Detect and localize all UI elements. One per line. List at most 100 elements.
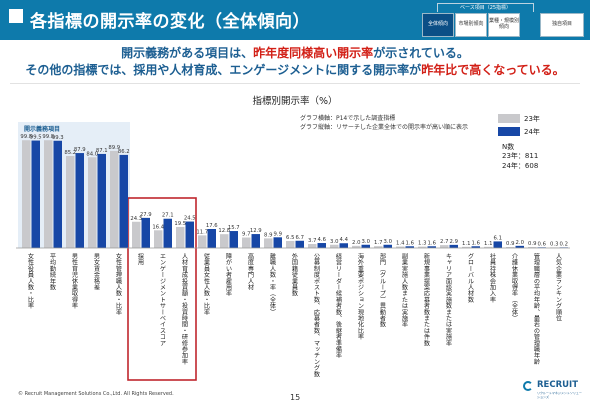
breadcrumb-item-original[interactable]: 独自項目 (540, 13, 584, 37)
bar-24 (207, 228, 216, 248)
bar-24 (97, 153, 106, 248)
legend-item-23: 23年 (498, 112, 540, 125)
bar-23 (506, 247, 515, 248)
data-label: 4.4 (340, 237, 349, 243)
breadcrumb-item-industry[interactable]: 業種・規模別傾向 (488, 13, 520, 37)
data-label: 85.2 (64, 150, 76, 156)
legend-label-23: 23年 (524, 114, 540, 123)
category-label: 介護休業取得率（全体） (511, 253, 518, 321)
category-label: 平均勤続年数 (49, 253, 56, 291)
lead-text: その他の指標では、 (25, 63, 134, 77)
data-label: 1.3 (418, 241, 426, 247)
bar-24 (515, 245, 524, 248)
data-label: 99.8 (20, 134, 32, 140)
lead-line-1: 開示義務がある項目は、昨年度同様高い開示率が示されている。 (0, 44, 590, 61)
category-label: 人気企業ランキング順位 (555, 253, 562, 321)
bar-23 (286, 240, 295, 248)
sample-size-23: 23年：811 (502, 152, 539, 161)
bar-24 (119, 154, 128, 248)
sample-size: N数 23年：811 24年：608 (502, 143, 538, 171)
chart-legend: 23年 24年 (498, 112, 540, 138)
category-label: エンゲージメントサーベイスコア (159, 253, 166, 346)
category-label: キャリア面談実施数または実施率 (445, 253, 452, 347)
category-label: 男女賃金格差 (93, 253, 100, 290)
lead-text-bold: 採用や人材育成、エンゲージメントに関する開示率 (133, 63, 410, 77)
data-label: 0.9 (506, 241, 514, 247)
data-label: 99.5 (30, 135, 42, 141)
legend-swatch-23 (498, 114, 520, 123)
category-label: 女性役員人数・比率 (27, 252, 34, 310)
category-label: 副業実施人数または実施率 (401, 252, 408, 328)
data-label: 89.9 (108, 145, 120, 151)
lead-emphasis: 昨年比で高くなっている。 (421, 63, 565, 77)
bar-23 (176, 226, 185, 248)
bar-24 (383, 244, 392, 248)
data-label: 1.6 (406, 240, 415, 246)
data-label: 1.6 (428, 240, 437, 246)
category-label: 女性管理職人数・比率 (115, 252, 122, 316)
data-label: 84.0 (86, 151, 98, 157)
logo-subtitle: リクルートマネジメントソリューションズ (537, 391, 582, 399)
page-number: 15 (290, 393, 301, 402)
data-label: 19.5 (174, 221, 186, 227)
bar-23 (374, 246, 383, 248)
bar-24 (449, 244, 458, 248)
data-label: 27.9 (140, 212, 152, 218)
bar-24 (273, 237, 282, 248)
breadcrumb-item-overall[interactable]: 全体傾向 (422, 13, 454, 37)
bar-23 (484, 246, 493, 248)
data-label: 0.3 (550, 241, 558, 247)
data-label: 12.8 (218, 228, 230, 234)
mandatory-group-label: 開示義務項目 (24, 125, 60, 133)
bar-24 (229, 231, 238, 248)
category-label: 人材育成投資額・投資時間・研修参加率 (181, 253, 188, 366)
bar-23 (264, 238, 273, 248)
data-label: 3.7 (308, 238, 316, 244)
data-label: 2.0 (516, 240, 525, 246)
data-label: 1.6 (472, 240, 481, 246)
data-label: 1.7 (374, 240, 382, 246)
data-label: 0.2 (560, 241, 568, 247)
breadcrumb-parent: ベース項目（25指標） (437, 3, 534, 12)
copyright: © Recruit Management Solutions Co.,Ltd. … (18, 391, 174, 397)
divider (10, 83, 580, 84)
bar-24 (339, 243, 348, 248)
recruit-logo: RECRUIT リクルートマネジメントソリューションズ (522, 377, 584, 401)
chart-title: 指標別開示率（%） (252, 96, 338, 107)
breadcrumb-item-market[interactable]: 市場別傾向 (455, 13, 487, 37)
lead-text: 開示義務がある項目は、 (121, 46, 254, 60)
bar-23 (44, 140, 53, 248)
data-label: 9.9 (274, 231, 282, 237)
bar-23 (396, 246, 405, 248)
data-label: 17.6 (206, 223, 218, 229)
category-label: 海外重要ポジション現地化比率 (357, 252, 364, 341)
bar-23 (88, 157, 97, 248)
lead-text: が (409, 63, 422, 77)
bar-24 (471, 246, 480, 248)
data-label: 99.8 (42, 134, 54, 140)
data-label: 99.3 (52, 135, 64, 141)
chart-note-y: グラフ縦軸：リサーチした企業全体での開示率が高い順に表示 (300, 124, 469, 131)
data-label: 8.9 (264, 232, 272, 238)
bar-23 (220, 234, 229, 248)
header-bar: 各指標の開示率の変化（全体傾向） ベース項目（25指標） 全体傾向 市場別傾向 … (0, 0, 590, 40)
data-label: 0.6 (538, 241, 547, 247)
sample-size-24: 24年：608 (502, 161, 539, 170)
data-label: 3.0 (362, 239, 371, 245)
data-label: 6.5 (286, 235, 294, 241)
data-label: 27.1 (162, 213, 174, 219)
bar-23 (198, 235, 207, 248)
category-label: 従業員女性人数・比率 (203, 252, 210, 316)
bar-23 (330, 244, 339, 248)
chart-note-x: グラフ横軸：P14で示した調査指標 (300, 115, 396, 122)
data-label: 1.4 (396, 240, 405, 246)
category-label: 離職人数・率（全体） (269, 252, 276, 315)
bar-24 (141, 217, 150, 248)
logo-name: RECRUIT (537, 380, 578, 390)
data-label: 87.9 (74, 147, 86, 153)
bar-23 (132, 221, 141, 248)
bar-24 (75, 153, 84, 248)
data-label: 9.7 (242, 232, 250, 238)
page-title: 各指標の開示率の変化（全体傾向） (30, 12, 310, 32)
